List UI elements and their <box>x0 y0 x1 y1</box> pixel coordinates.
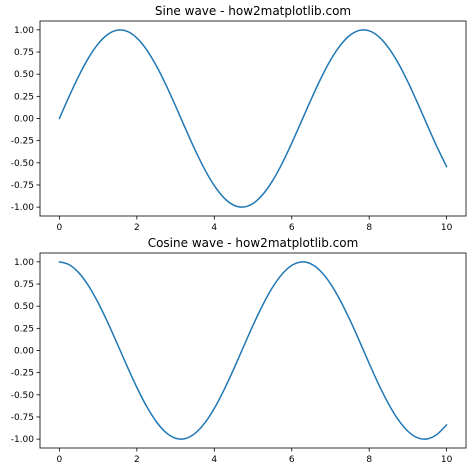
sine-chart: Sine wave - how2matplotlib.com 0 2 4 6 8 10 1.0… <box>11 4 467 233</box>
sine-y-tick-label: 0.00 <box>14 115 34 125</box>
cosine-y-tick-label: 0.75 <box>14 280 34 290</box>
cosine-y-tick-label: 0.50 <box>14 302 34 312</box>
cosine-y-tick-label: -0.25 <box>11 369 34 379</box>
sine-x-tick-label: 2 <box>134 223 140 233</box>
cosine-x-tick-label: 10 <box>441 455 453 465</box>
cosine-x-tick-label: 6 <box>289 455 295 465</box>
cosine-y-tick-label: 0.25 <box>14 324 34 334</box>
sine-y-tick-label: -0.75 <box>11 181 34 191</box>
sine-x-tick-label: 10 <box>441 223 453 233</box>
sine-y-tick-label: 0.25 <box>14 92 34 102</box>
sine-y-tick-label: 0.50 <box>14 70 34 80</box>
sine-y-tick-label: -1.00 <box>11 203 35 213</box>
cosine-y-tick-label: -0.50 <box>11 391 35 401</box>
sine-x-tick-label: 4 <box>211 223 217 233</box>
sine-x-tick-label: 0 <box>56 223 62 233</box>
cosine-y-tick-label: -0.75 <box>11 413 34 423</box>
cosine-chart-title: Cosine wave - how2matplotlib.com <box>148 236 359 250</box>
cosine-x-tick-label: 2 <box>134 455 140 465</box>
cosine-x-tick-label: 4 <box>211 455 217 465</box>
cosine-x-tick-label: 0 <box>56 455 62 465</box>
cosine-y-tick-label: 1.00 <box>14 258 34 268</box>
sine-y-tick-label: -0.50 <box>11 159 35 169</box>
cosine-series-line <box>58 261 448 440</box>
cosine-x-tick-label: 8 <box>366 455 372 465</box>
cosine-y-tick-label: 0.00 <box>14 347 34 357</box>
sine-x-tick-label: 6 <box>289 223 295 233</box>
sine-chart-title: Sine wave - how2matplotlib.com <box>155 4 351 18</box>
sine-series-line <box>58 29 448 208</box>
cosine-y-tick-label: -1.00 <box>11 435 35 445</box>
cosine-axes-frame <box>39 252 467 449</box>
sine-y-tick-label: -0.25 <box>11 137 34 147</box>
sine-y-tick-label: 1.00 <box>14 26 34 36</box>
sine-y-tick-label: 0.75 <box>14 48 34 58</box>
sine-x-tick-label: 8 <box>366 223 372 233</box>
sine-axes-frame <box>39 20 467 217</box>
cosine-chart: Cosine wave - how2matplotlib.com 0 2 4 6 8 10 1… <box>11 236 467 465</box>
